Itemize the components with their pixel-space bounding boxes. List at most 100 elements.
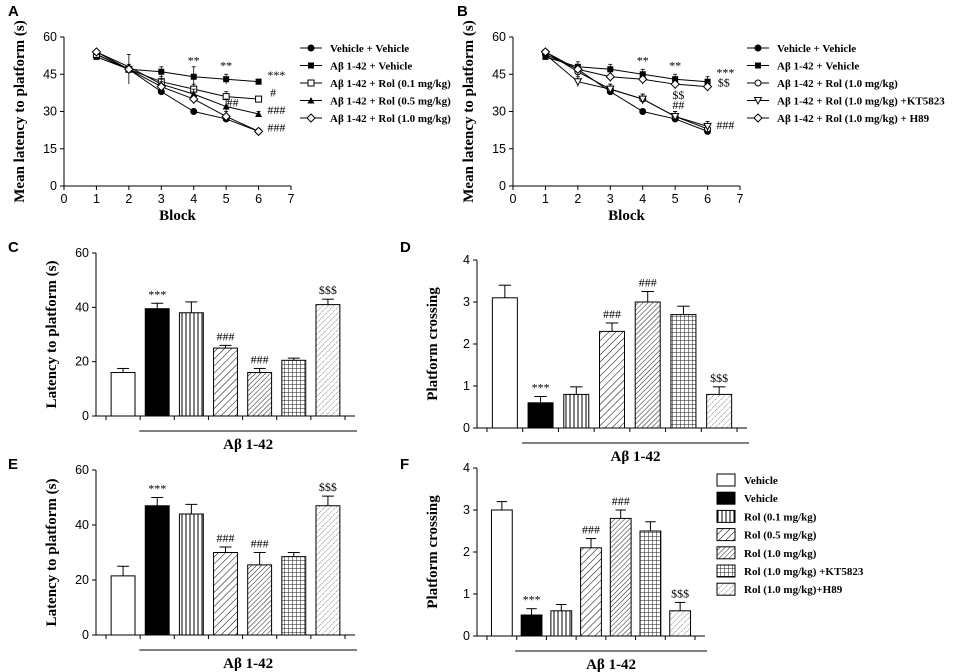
legend-label: Vehicle [744, 493, 778, 505]
significance-label: $$$ [710, 371, 728, 385]
x-tick-label: 5 [223, 192, 230, 206]
y-tick-label: 40 [75, 300, 89, 314]
data-point [607, 66, 614, 73]
data-point [670, 112, 680, 122]
y-axis-label: Platform crossing [425, 287, 441, 401]
group-label: Aβ 1-42 [586, 657, 636, 672]
significance-label: ### [716, 118, 734, 132]
data-point [255, 78, 262, 85]
significance-label: ### [612, 494, 630, 508]
data-point [670, 79, 680, 89]
x-axis-label: Block [608, 208, 645, 224]
data-point [255, 95, 263, 103]
significance-label: $$ [672, 88, 684, 102]
legend-label: Aβ 1-42 + Rol (1.0 mg/kg) + H89 [777, 113, 930, 125]
bar [669, 610, 692, 637]
legend-label: Aβ 1-42 + Vehicle [777, 61, 859, 73]
data-point [573, 78, 583, 87]
significance-label: ### [267, 120, 285, 134]
bar [315, 505, 341, 636]
y-tick-label: 0 [82, 628, 89, 642]
x-tick-label: 6 [704, 192, 711, 206]
bar [639, 530, 662, 637]
y-tick-label: 15 [43, 142, 57, 156]
legend-label: Aβ 1-42 + Rol (1.0 mg/kg) [330, 113, 451, 125]
legend-marker [754, 44, 762, 52]
significance-label: ### [603, 307, 621, 321]
significance-label: ### [582, 523, 600, 537]
series-line [545, 54, 708, 127]
significance-label: $$$ [319, 283, 337, 297]
x-tick-label: 0 [61, 192, 68, 206]
legend-marker [755, 62, 761, 69]
panel-c: C 0 20 40 60 *** ### ### $$$ Aβ 1-42 Latency to pl… [8, 239, 357, 453]
y-axis-label: Platform crossing [425, 495, 441, 609]
legend-label: Vehicle + Vehicle [777, 43, 856, 55]
legend-marker [754, 79, 762, 87]
x-tick-label: 7 [288, 192, 295, 206]
y-tick-label: 2 [463, 337, 470, 351]
bar [491, 297, 518, 429]
data-point [573, 64, 583, 74]
x-tick-label: 7 [737, 192, 744, 206]
legend-label: Aβ 1-42 + Rol (0.5 mg/kg) [330, 96, 451, 108]
data-point [158, 68, 165, 75]
legend-label: Aβ 1-42 + Rol (1.0 mg/kg) [777, 78, 898, 90]
data-point [124, 64, 134, 74]
bar [247, 564, 273, 636]
panel-d: D 0 1 2 3 4 *** ### ### $$$ Aβ 1-42 Platform crossi… [400, 239, 749, 465]
legend-label: Rol (1.0 mg/kg) +KT5823 [744, 566, 864, 578]
significance-label: ** [637, 53, 649, 67]
data-point [223, 76, 230, 83]
bar [706, 393, 733, 429]
y-tick-label: 4 [463, 461, 470, 475]
bar [634, 301, 661, 429]
bar-legend: Vehicle Vehicle Rol (0.1 mg/kg) Rol (0.5 mg… [716, 473, 864, 596]
significance-label: ### [217, 531, 235, 545]
legend-marker [753, 113, 763, 123]
significance-label: $$$ [671, 586, 689, 600]
data-point [190, 73, 197, 80]
panel-label: E [8, 456, 18, 473]
group-label: Aβ 1-42 [223, 656, 273, 672]
bar [178, 312, 204, 417]
panel-label: F [400, 456, 409, 473]
legend-label: Vehicle [744, 475, 778, 487]
y-tick-label: 3 [463, 503, 470, 517]
legend-label: Rol (0.1 mg/kg) [744, 511, 817, 523]
x-tick-label: 3 [158, 192, 165, 206]
x-tick-label: 0 [510, 192, 517, 206]
series-line [545, 51, 708, 88]
bar [609, 517, 632, 637]
significance-label: ### [251, 537, 269, 551]
significance-label: $$ [718, 76, 730, 90]
significance-label: ** [188, 53, 200, 67]
significance-label: ### [217, 329, 235, 343]
legend-label: Rol (1.0 mg/kg)+H89 [744, 584, 843, 596]
significance-label: ### [251, 352, 269, 366]
legend-label: Vehicle + Vehicle [330, 43, 409, 55]
y-tick-label: 0 [463, 629, 470, 643]
y-tick-label: 45 [43, 67, 57, 81]
significance-label: # [270, 86, 276, 100]
significance-label: *** [523, 593, 541, 607]
legend-swatch [716, 491, 736, 505]
bar [144, 308, 170, 417]
panel-label: D [400, 239, 411, 256]
y-axis-label: Mean latency to platform (s) [461, 20, 477, 202]
bar [110, 372, 136, 417]
data-point [255, 110, 263, 117]
x-tick-label: 4 [190, 192, 197, 206]
significance-label: ## [672, 98, 684, 112]
data-point [190, 108, 198, 115]
significance-label: ** [669, 58, 681, 72]
x-tick-label: 6 [255, 192, 262, 206]
x-tick-label: 2 [574, 192, 581, 206]
bar [599, 330, 625, 429]
y-tick-label: 0 [82, 409, 89, 423]
panel-label: A [8, 3, 19, 20]
significance-label: *** [267, 68, 285, 82]
